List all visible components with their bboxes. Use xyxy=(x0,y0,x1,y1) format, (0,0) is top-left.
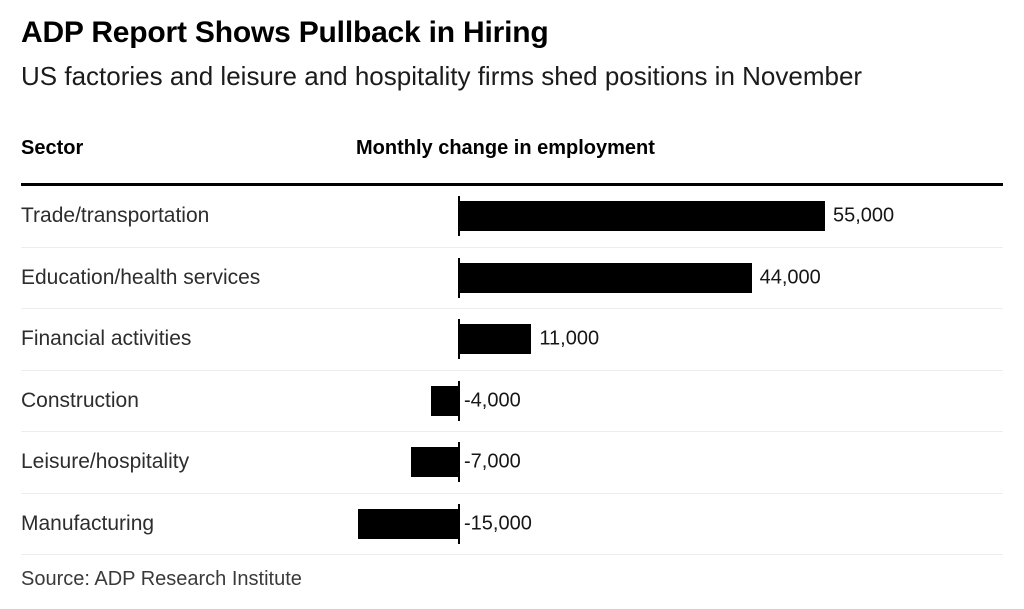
bar xyxy=(458,324,532,355)
zero-axis-tick xyxy=(458,442,460,483)
bar-cell: -15,000 xyxy=(356,494,1003,555)
value-label: 11,000 xyxy=(539,327,600,350)
zero-axis-tick xyxy=(458,503,460,544)
sector-label: Education/health services xyxy=(21,265,261,289)
bar-cell: -4,000 xyxy=(356,371,1003,432)
zero-axis-tick xyxy=(458,196,460,237)
column-header-value: Monthly change in employment xyxy=(356,137,655,159)
header-divider xyxy=(21,183,1003,186)
source-note: Source: ADP Research Institute xyxy=(21,568,302,590)
value-label: -7,000 xyxy=(464,450,521,473)
sector-label: Manufacturing xyxy=(21,511,155,535)
value-label: 55,000 xyxy=(833,204,895,227)
zero-axis-tick xyxy=(458,257,460,298)
bar-cell: -7,000 xyxy=(356,432,1003,493)
sector-label: Leisure/hospitality xyxy=(21,450,190,474)
chart-row: Financial activities 11,000 xyxy=(21,309,1003,371)
bar-cell: 55,000 xyxy=(356,186,1003,247)
chart-row: Construction -4,000 xyxy=(21,371,1003,432)
value-label: -4,000 xyxy=(464,389,521,412)
value-label: -15,000 xyxy=(464,512,532,535)
bar-cell: 44,000 xyxy=(356,248,1003,309)
page-subtitle: US factories and leisure and hospitality… xyxy=(21,61,863,91)
bar xyxy=(431,385,458,416)
bar xyxy=(458,262,752,293)
chart-row: Manufacturing -15,000 xyxy=(21,494,1003,555)
value-label: 44,000 xyxy=(759,266,821,289)
chart-rows: Trade/transportation 55,000 Education/heal… xyxy=(21,186,1003,555)
sector-label: Financial activities xyxy=(21,327,192,351)
chart-row: Leisure/hospitality -7,000 xyxy=(21,432,1003,494)
zero-axis-tick xyxy=(458,319,460,360)
bar-cell: 11,000 xyxy=(356,309,1003,370)
bar xyxy=(357,508,458,539)
column-header-row: Sector Monthly change in employment xyxy=(21,136,1003,160)
zero-axis-tick xyxy=(458,380,460,421)
bar xyxy=(458,201,825,232)
column-header-sector: Sector xyxy=(21,137,84,159)
sector-label: Trade/transportation xyxy=(21,204,210,228)
bar xyxy=(411,447,458,478)
chart-row: Education/health services 44,000 xyxy=(21,248,1003,309)
chart-row: Trade/transportation 55,000 xyxy=(21,186,1003,248)
sector-label: Construction xyxy=(21,388,139,412)
page-title: ADP Report Shows Pullback in Hiring xyxy=(21,16,549,49)
